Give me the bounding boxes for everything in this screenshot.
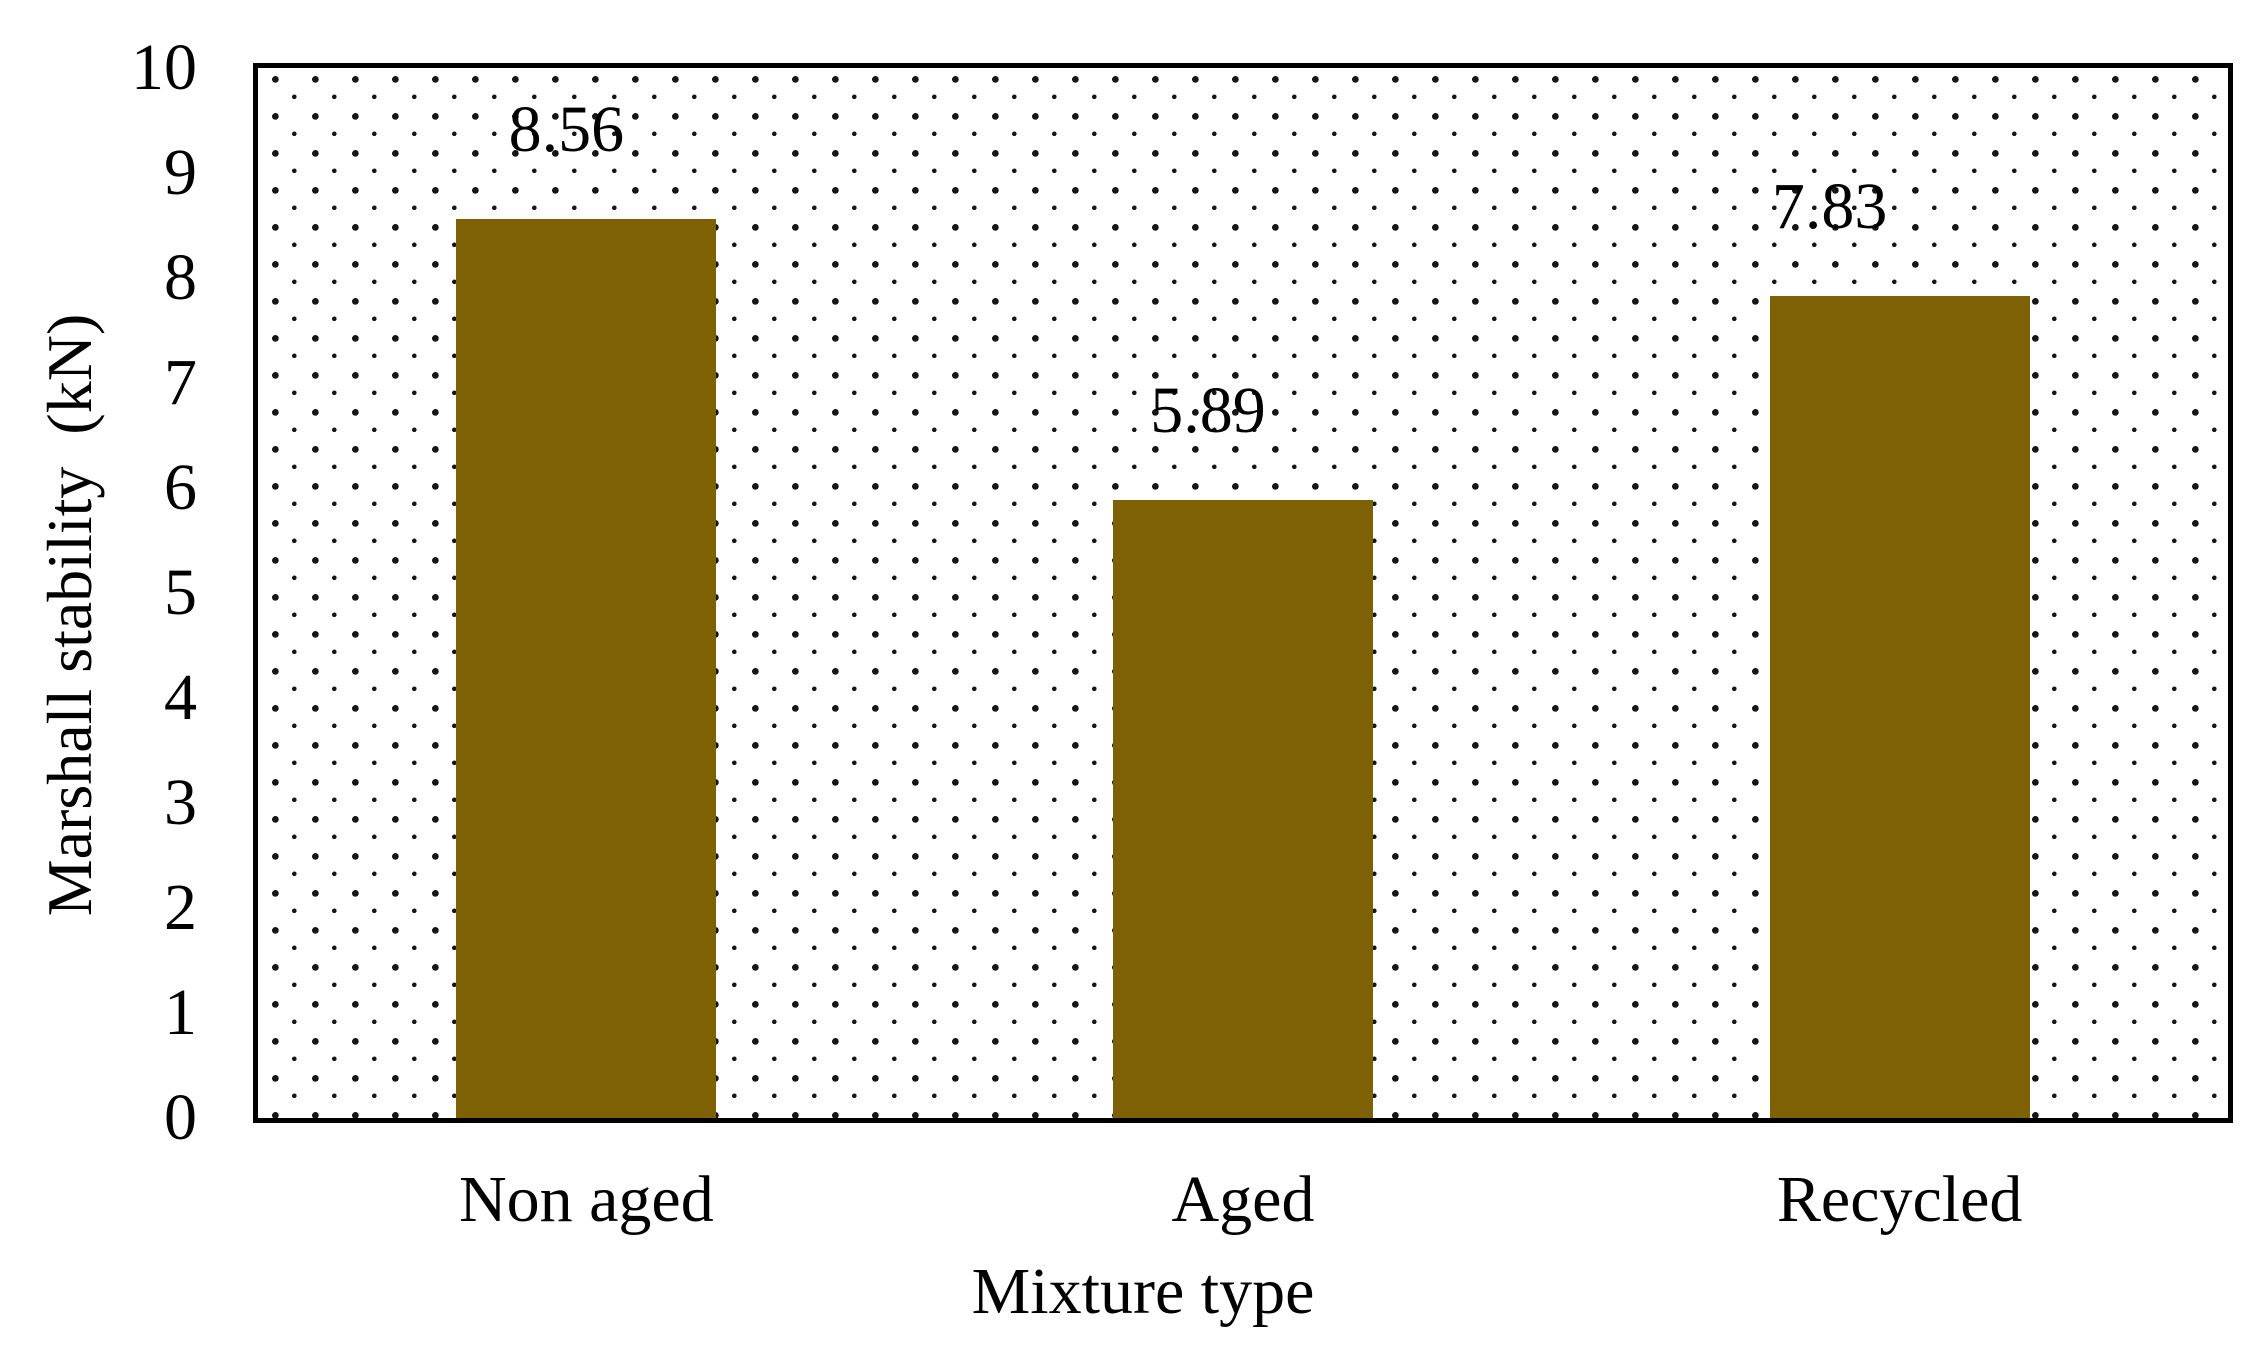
y-tick-label: 2 (164, 871, 197, 944)
bar-recycled (1769, 295, 2030, 1118)
y-tick-label: 3 (164, 766, 197, 839)
x-tick-label-aged: Aged (1171, 1163, 1315, 1236)
plot-area: 8.56 5.89 7.83 (253, 63, 2233, 1123)
y-tick-label: 6 (164, 451, 197, 524)
y-tick-label: 1 (164, 976, 197, 1049)
bar-value-label: 5.89 (1150, 373, 1266, 447)
y-tick-label: 9 (164, 136, 197, 209)
y-tick-label: 0 (164, 1081, 197, 1154)
x-axis-title: Mixture type (971, 1255, 1315, 1328)
y-axis-tick-labels: 0 1 2 3 4 5 6 7 8 9 10 (0, 31, 197, 1154)
y-tick-label: 10 (131, 31, 197, 104)
x-tick-label-non-aged: Non aged (458, 1163, 714, 1236)
y-tick-label: 5 (164, 556, 197, 629)
x-tick-label-recycled: Recycled (1776, 1163, 2023, 1236)
bar-value-label: 8.56 (508, 93, 625, 167)
y-tick-label: 8 (164, 241, 197, 314)
x-axis-category-labels: Non aged Aged Recycled (258, 1160, 2228, 1250)
y-tick-label: 4 (164, 661, 197, 734)
y-tick-label: 7 (164, 346, 197, 419)
bar-non-aged (456, 219, 717, 1118)
bar-aged (1113, 499, 1373, 1118)
bar-value-label: 7.83 (1771, 169, 1888, 243)
